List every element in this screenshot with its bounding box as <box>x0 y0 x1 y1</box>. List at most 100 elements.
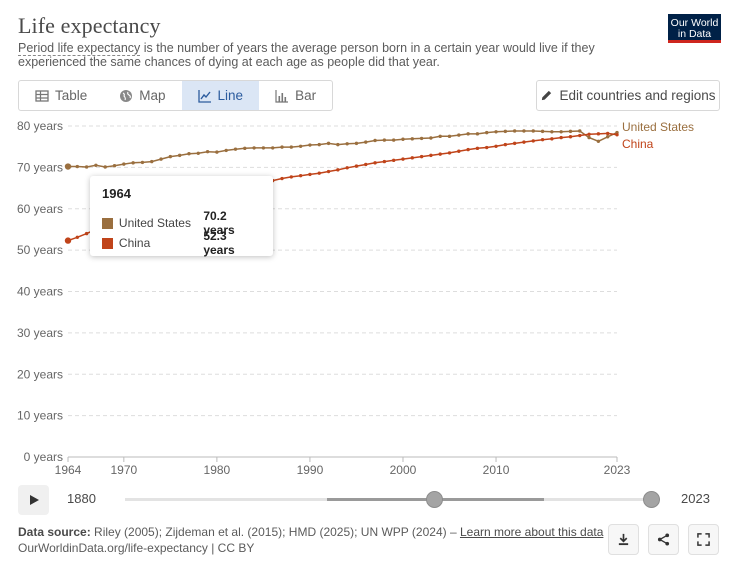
point-china <box>317 171 321 175</box>
y-tick-label: 0 years <box>24 450 63 464</box>
point-china <box>84 231 89 236</box>
point-united-states <box>215 150 219 154</box>
point-china <box>605 131 610 136</box>
point-united-states <box>326 141 331 146</box>
tooltip-swatch-us <box>102 217 113 229</box>
timeline-start-handle[interactable] <box>426 491 443 508</box>
x-tick-label: 1990 <box>297 463 324 477</box>
point-united-states <box>540 129 545 134</box>
y-tick-label: 30 years <box>17 326 63 340</box>
point-united-states <box>243 146 247 151</box>
table-icon <box>35 89 49 102</box>
subtitle-term-link[interactable]: Period life expectancy <box>18 41 141 56</box>
point-china <box>382 159 387 164</box>
play-button[interactable] <box>18 485 49 515</box>
series-end-labels: United States China <box>622 120 694 151</box>
share-button[interactable] <box>648 524 679 555</box>
point-china <box>280 176 284 181</box>
point-united-states <box>550 130 554 134</box>
logo-line-2: in Data <box>677 27 712 40</box>
point-united-states <box>196 151 200 156</box>
point-united-states <box>131 161 135 165</box>
tab-bar[interactable]: Bar <box>259 81 332 110</box>
point-china <box>559 135 563 140</box>
point-united-states <box>317 142 321 147</box>
point-united-states <box>429 136 433 140</box>
owid-logo[interactable]: Our World in Data <box>668 14 721 43</box>
point-china <box>391 158 396 163</box>
point-united-states <box>205 149 210 154</box>
learn-more-link[interactable]: Learn more about this data <box>459 525 604 539</box>
point-united-states <box>438 134 442 139</box>
x-tick-label: 2010 <box>483 463 510 477</box>
point-united-states <box>512 129 517 133</box>
point-united-states <box>75 164 80 169</box>
tab-map-label: Map <box>139 88 166 103</box>
edit-countries-button[interactable]: Edit countries and regions <box>536 80 720 111</box>
point-united-states <box>559 130 563 134</box>
y-axis-ticks: 0 years 10 years 20 years 30 years 40 years 5… <box>17 119 63 464</box>
point-united-states <box>64 163 72 170</box>
fullscreen-button[interactable] <box>688 524 719 555</box>
point-united-states <box>280 145 284 149</box>
point-united-states <box>224 148 228 153</box>
x-axis-ticks: 1964 1970 1980 1990 2000 2010 2023 <box>55 457 631 477</box>
point-china <box>503 142 508 147</box>
line-chart: 0 years 10 years 20 years 30 years 40 years 5… <box>17 119 694 477</box>
point-united-states <box>401 137 405 141</box>
point-united-states <box>298 144 303 148</box>
edit-countries-label: Edit countries and regions <box>559 88 716 103</box>
point-united-states <box>289 145 294 149</box>
point-china <box>485 145 489 150</box>
point-china <box>75 235 80 239</box>
point-china <box>568 135 573 139</box>
y-tick-label: 70 years <box>17 160 63 174</box>
bar-chart-icon <box>275 89 289 103</box>
tab-table[interactable]: Table <box>19 81 103 110</box>
download-button[interactable] <box>608 524 639 555</box>
point-china <box>308 172 312 177</box>
y-tick-label: 60 years <box>17 202 63 216</box>
point-united-states <box>261 146 266 150</box>
point-united-states <box>112 164 117 168</box>
point-china <box>578 133 582 138</box>
point-china <box>373 161 377 165</box>
tooltip-value-china: 52.3 years <box>203 229 235 257</box>
point-china <box>615 132 619 137</box>
y-tick-label: 50 years <box>17 243 63 257</box>
tooltip-name-us: United States <box>118 216 191 230</box>
chart-title: Life expectancy <box>18 13 161 38</box>
source-text: Riley (2005); Zijdeman et al. (2015); HM… <box>90 525 460 539</box>
end-label-united-states: United States <box>622 120 694 134</box>
point-china <box>419 154 424 159</box>
point-united-states <box>159 157 163 161</box>
point-united-states <box>485 130 489 135</box>
x-tick-label: 1980 <box>204 463 231 477</box>
point-china <box>540 137 545 142</box>
x-tick-label: 1964 <box>55 463 82 477</box>
point-united-states <box>447 134 452 139</box>
point-united-states <box>475 132 480 136</box>
point-china <box>438 152 442 156</box>
point-united-states <box>457 133 461 137</box>
point-china <box>336 168 340 172</box>
tab-line[interactable]: Line <box>181 81 260 110</box>
point-united-states <box>345 142 349 146</box>
point-united-states <box>84 165 89 169</box>
point-china <box>345 166 349 170</box>
point-china <box>447 151 452 155</box>
view-tabs: Table Map Line Bar <box>18 80 334 111</box>
x-tick-label: 1970 <box>110 463 137 477</box>
chart-subtitle: Period life expectancy is the number of … <box>18 41 648 69</box>
point-united-states <box>103 165 107 169</box>
y-tick-label: 20 years <box>17 367 63 381</box>
tab-map[interactable]: Map <box>103 81 181 110</box>
tab-table-label: Table <box>55 88 88 103</box>
point-united-states <box>522 129 526 133</box>
timeline-end-handle[interactable] <box>643 491 660 508</box>
source-url: OurWorldinData.org/life-expectancy | CC … <box>18 541 255 555</box>
point-china <box>410 156 414 160</box>
point-united-states <box>364 140 368 144</box>
tooltip-swatch-china <box>102 237 113 249</box>
point-china <box>298 173 303 178</box>
